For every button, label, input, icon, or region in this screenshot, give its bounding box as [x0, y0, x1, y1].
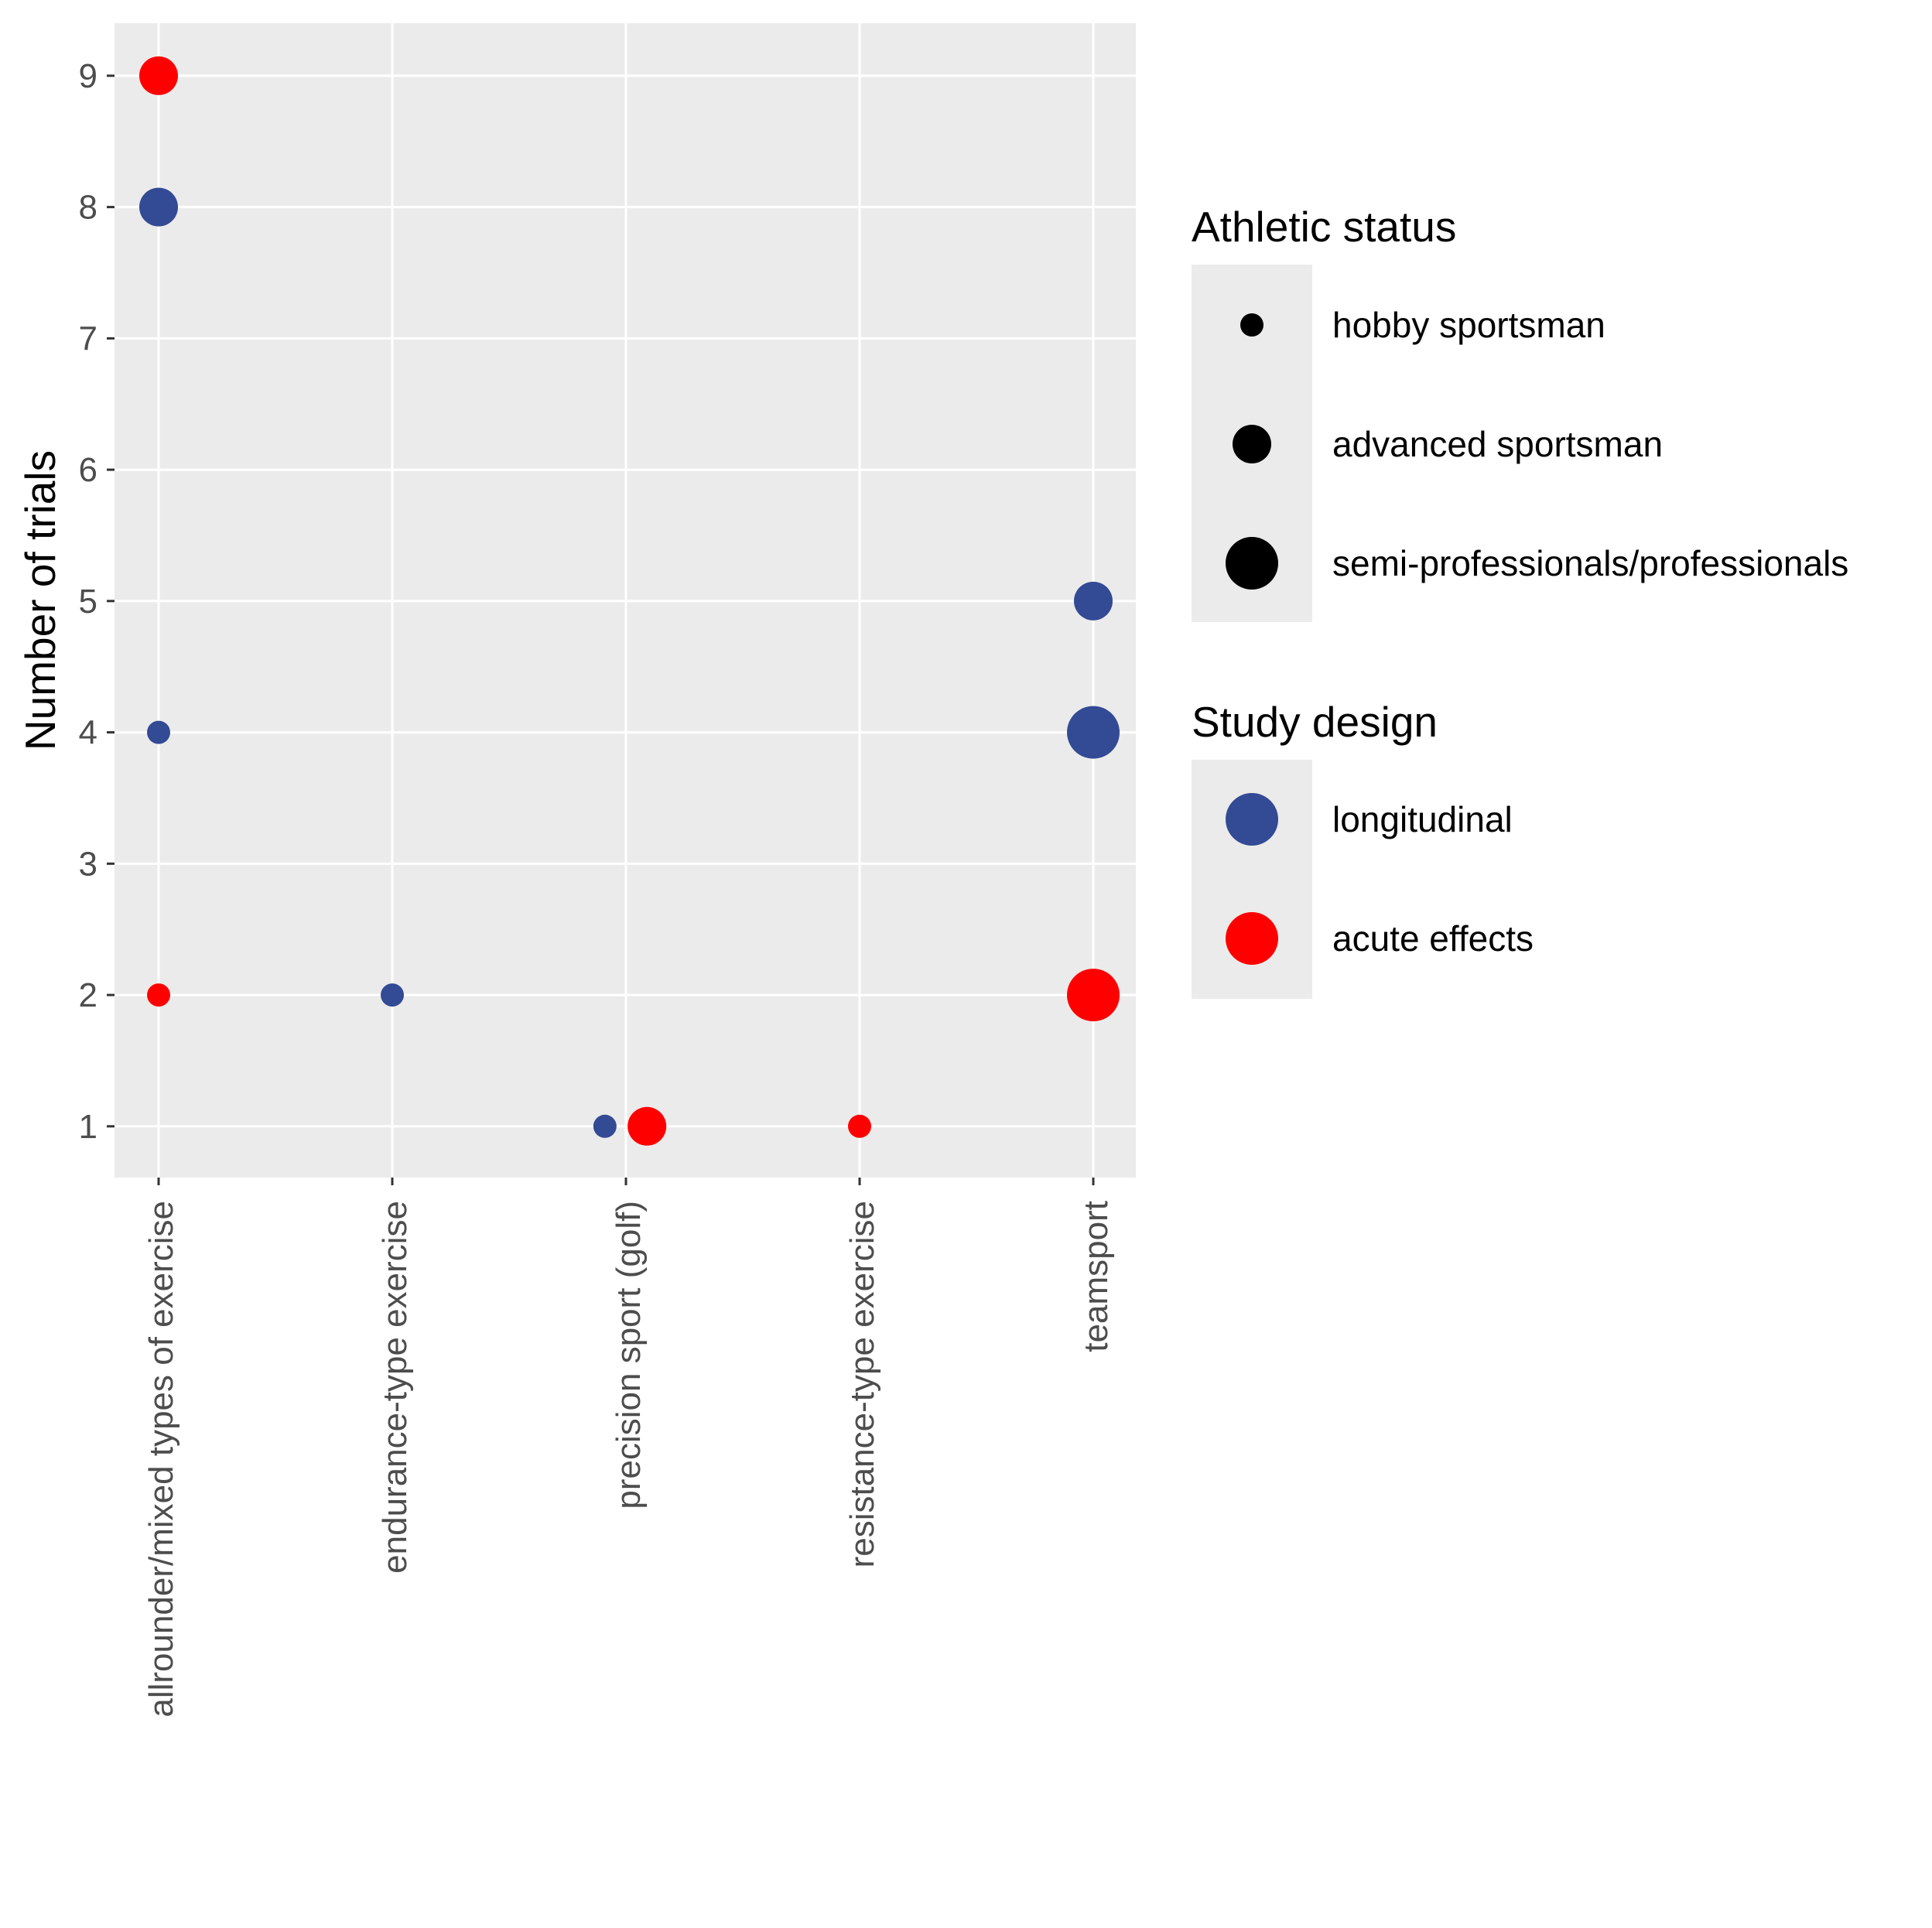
axis-ticks [107, 74, 1095, 1185]
legend-color-label: acute effects [1332, 918, 1534, 959]
legend-size-key [1240, 313, 1263, 337]
legend-size-label: advanced sportsman [1332, 424, 1663, 464]
legend-color-label: longitudinal [1332, 799, 1513, 839]
data-point [381, 983, 404, 1007]
legend-study-design-title: Study design [1192, 698, 1438, 746]
x-tick-label: allrounder/mixed types of exercise [142, 1201, 180, 1718]
legend-color-key [1226, 793, 1278, 846]
legend-size-key [1226, 537, 1278, 590]
y-axis-title: Number of trials [16, 450, 64, 750]
data-point [147, 720, 170, 744]
y-tick-label: 9 [79, 57, 97, 95]
data-point [627, 1106, 667, 1146]
data-point [139, 56, 178, 95]
x-tick-label: resistance-type exercise [843, 1201, 881, 1567]
data-point [147, 983, 170, 1007]
legend-athletic-status: Athletic status hobby sportsman advanced … [1192, 203, 1848, 622]
legend-athletic-status-title: Athletic status [1192, 203, 1456, 251]
legend-color-key [1226, 912, 1278, 965]
data-points [139, 56, 1120, 1146]
y-tick-label: 3 [79, 845, 97, 883]
y-tick-label: 6 [79, 451, 97, 489]
legend-study-design: Study design longitudinal acute effects [1192, 698, 1534, 999]
x-tick-label: teamsport [1077, 1201, 1115, 1352]
data-point [848, 1114, 871, 1138]
y-axis-tick-labels: 1 2 3 4 5 6 7 8 9 [79, 57, 97, 1146]
y-tick-label: 5 [79, 583, 97, 620]
data-point [1067, 969, 1120, 1022]
y-tick-label: 2 [79, 976, 97, 1014]
x-tick-label: precision sport (golf) [610, 1201, 648, 1509]
data-point [1074, 581, 1113, 620]
x-axis-tick-labels: allrounder/mixed types of exercise endura… [142, 1201, 1115, 1718]
y-tick-label: 4 [79, 714, 97, 752]
y-tick-label: 8 [79, 189, 97, 227]
data-point [1067, 706, 1120, 759]
legend-size-label: semi-professionals/professionals [1332, 543, 1848, 583]
legend-size-key [1233, 425, 1271, 463]
y-tick-label: 7 [79, 320, 97, 357]
data-point [593, 1114, 617, 1138]
data-point [139, 187, 178, 227]
x-tick-label: endurance-type exercise [376, 1201, 414, 1574]
y-tick-label: 1 [79, 1108, 97, 1146]
legend-size-label: hobby sportsman [1332, 305, 1605, 345]
